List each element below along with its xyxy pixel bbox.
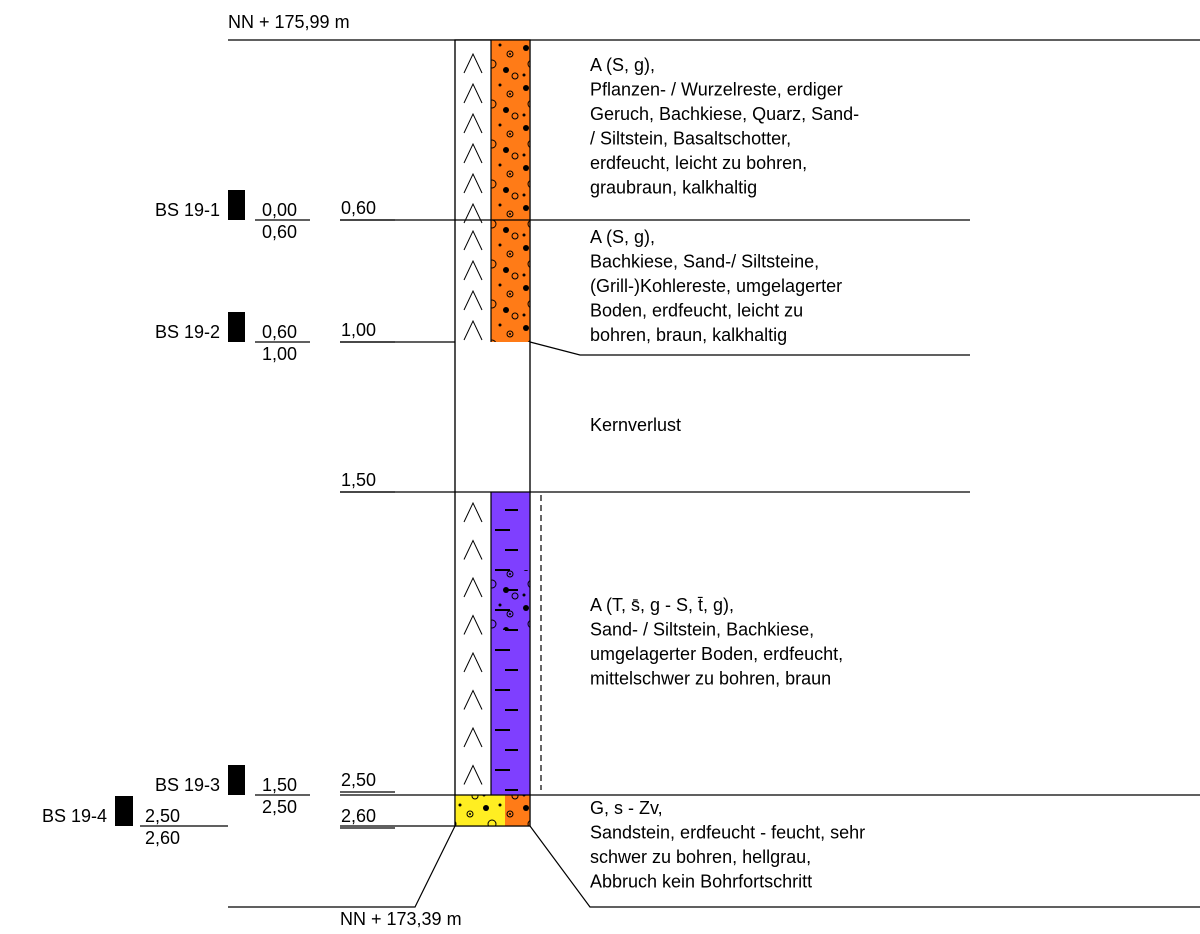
- sample-to: 0,60: [262, 222, 297, 242]
- description-line: Boden, erdfeucht, leicht zu: [590, 301, 803, 321]
- description-line: Geruch, Bachkiese, Quarz, Sand-: [590, 104, 859, 124]
- sample-name: BS 19-1: [155, 200, 220, 220]
- description-line: graubraun, kalkhaltig: [590, 178, 757, 198]
- gravel-pattern: [491, 570, 530, 630]
- description-line: G, s - Zv,: [590, 798, 663, 818]
- sample-from: 1,50: [262, 775, 297, 795]
- sample-marker: [228, 765, 245, 795]
- description-line: A (S, g),: [590, 55, 655, 75]
- description-line: / Siltstein, Basaltschotter,: [590, 129, 791, 149]
- depth-label: 1,50: [341, 470, 376, 490]
- gravel-pattern: [455, 795, 530, 826]
- description-line: (Grill-)Kohlereste, umgelagerter: [590, 276, 842, 296]
- description-line: A (S, g),: [590, 227, 655, 247]
- sample-from: 0,00: [262, 200, 297, 220]
- depth-label: 1,00: [341, 320, 376, 340]
- description-line: Pflanzen- / Wurzelreste, erdiger: [590, 80, 843, 100]
- depth-label: 2,50: [341, 770, 376, 790]
- description-line: bohren, braun, kalkhaltig: [590, 325, 787, 345]
- description-line: erdfeucht, leicht zu bohren,: [590, 153, 807, 173]
- description-line: Bachkiese, Sand-/ Siltsteine,: [590, 252, 819, 272]
- sample-name: BS 19-2: [155, 322, 220, 342]
- bottom-level: NN + 173,39 m: [340, 909, 462, 929]
- description-line: mittelschwer zu bohren, braun: [590, 669, 831, 689]
- clay-pattern: [491, 492, 530, 795]
- sample-name: BS 19-3: [155, 775, 220, 795]
- description-line: schwer zu bohren, hellgrau,: [590, 847, 811, 867]
- description-line: A (T, s̄, g - S, t̄, g),: [590, 595, 734, 615]
- sample-marker: [228, 312, 245, 342]
- description-line: Abbruch kein Bohrfortschritt: [590, 872, 812, 892]
- sample-name: BS 19-4: [42, 806, 107, 826]
- description-line: umgelagerter Boden, erdfeucht,: [590, 644, 843, 664]
- depth-label: 0,60: [341, 198, 376, 218]
- sample-from: 0,60: [262, 322, 297, 342]
- description-line: Kernverlust: [590, 415, 681, 435]
- gravel-pattern: [491, 40, 530, 342]
- description-line: Sand- / Siltstein, Bachkiese,: [590, 620, 814, 640]
- description-line: Sandstein, erdfeucht - feucht, sehr: [590, 823, 865, 843]
- sample-to: 1,00: [262, 344, 297, 364]
- depth-label: 2,60: [341, 806, 376, 826]
- sample-from: 2,50: [145, 806, 180, 826]
- sample-to: 2,60: [145, 828, 180, 848]
- sample-to: 2,50: [262, 797, 297, 817]
- leader: [340, 826, 455, 907]
- top-level: NN + 175,99 m: [228, 12, 350, 32]
- borehole-log: NN + 175,99 m NN + 173,39 m 0,60 A (S, g)…: [0, 0, 1200, 934]
- sample-marker: [228, 190, 245, 220]
- sample-marker: [115, 796, 133, 826]
